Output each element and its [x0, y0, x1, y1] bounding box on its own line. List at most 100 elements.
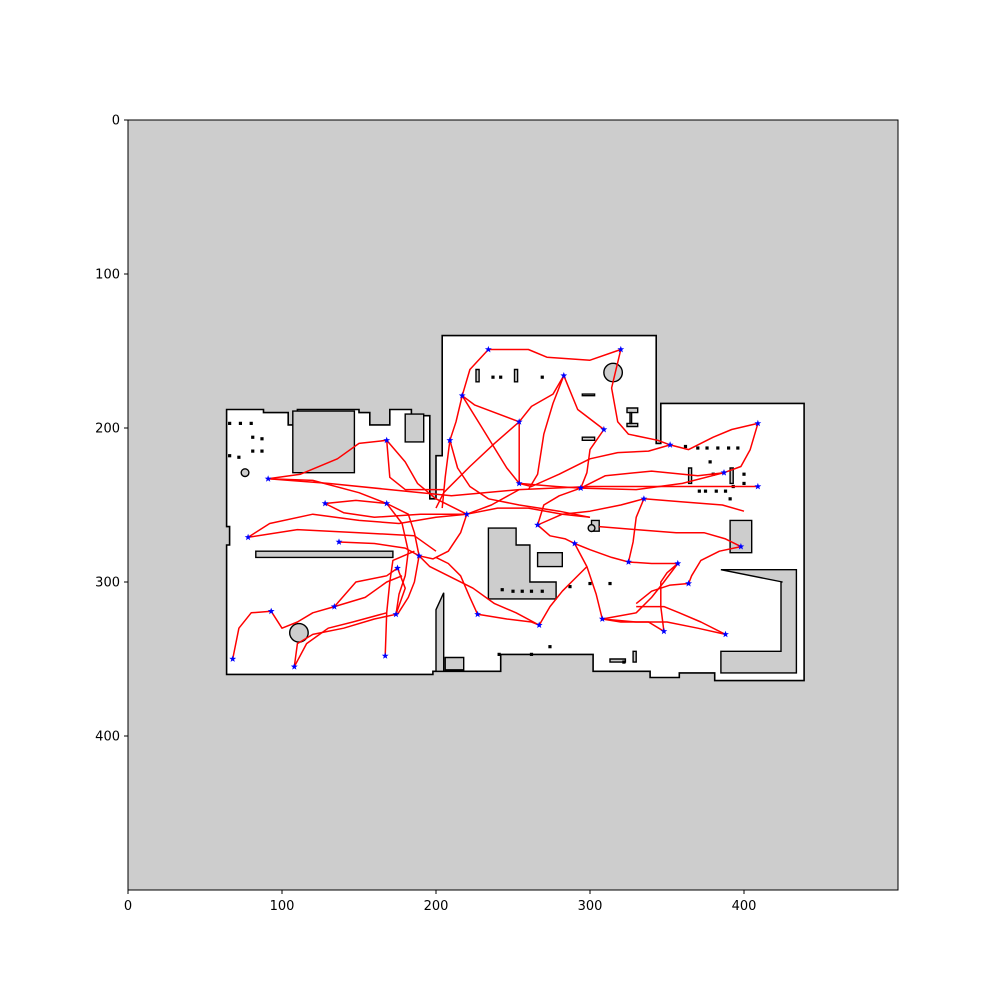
waypoint-21 — [335, 538, 343, 545]
wall-speck-18 — [529, 652, 534, 656]
wall-speck-13 — [511, 589, 515, 593]
obstacle-13 — [626, 422, 639, 428]
path-13 — [268, 478, 387, 505]
waypoint-16 — [383, 499, 391, 507]
obstacle-18 — [729, 467, 734, 485]
wall-speck-31 — [742, 472, 746, 476]
x-tick-label: 0 — [124, 899, 132, 914]
wall-speck-10 — [499, 375, 503, 379]
path-28 — [466, 488, 520, 515]
waypoint-5 — [754, 419, 762, 427]
path-4 — [610, 349, 671, 446]
path-36 — [573, 543, 604, 620]
path-61 — [386, 439, 468, 515]
waypoint-33 — [598, 615, 606, 622]
plot-frame — [127, 119, 899, 891]
waypoint-6 — [383, 436, 391, 444]
waypoint-22 — [571, 539, 578, 547]
wall-speck-8 — [237, 455, 241, 459]
wall-speck-24 — [696, 446, 700, 450]
path-22 — [324, 502, 467, 519]
path-15 — [723, 423, 759, 474]
x-tick-label: 400 — [732, 899, 757, 914]
waypoint-31 — [392, 610, 400, 618]
obstacle-17 — [687, 467, 693, 485]
path-35 — [574, 542, 629, 563]
waypoint-25 — [394, 564, 401, 572]
waypoint-9 — [666, 441, 674, 448]
path-46 — [386, 503, 410, 615]
waypoint-26 — [625, 558, 632, 565]
obstacle-1 — [404, 413, 425, 443]
path-layer — [231, 348, 759, 668]
obstacle-3 — [255, 550, 394, 559]
waypoint-8 — [600, 425, 608, 433]
waypoint-17 — [640, 495, 648, 502]
path-52 — [293, 612, 387, 668]
wall-speck-23 — [683, 444, 688, 449]
path-37 — [599, 525, 742, 548]
waypoint-29 — [267, 607, 275, 615]
obstacle-10 — [581, 393, 596, 397]
waypoint-11 — [720, 469, 728, 476]
path-54 — [435, 556, 479, 615]
waypoint-1 — [617, 345, 625, 353]
round-obstacle-2 — [240, 468, 250, 478]
wall-speck-28 — [736, 446, 740, 450]
waypoint-28 — [685, 579, 692, 587]
path-10 — [267, 439, 387, 480]
path-45 — [395, 567, 406, 615]
wall-speck-7 — [228, 454, 232, 458]
path-33 — [537, 524, 575, 545]
waypoint-23 — [737, 543, 745, 550]
obstacle-20 — [632, 650, 637, 663]
wall-speck-11 — [540, 375, 544, 379]
y-tick-label: 100 — [95, 268, 120, 283]
path-2 — [518, 375, 565, 423]
y-tick-label: 300 — [95, 576, 120, 591]
wall-speck-32 — [742, 481, 746, 486]
wall-speck-1 — [238, 421, 243, 425]
wall-speck-35 — [714, 489, 718, 493]
wall-speck-19 — [548, 645, 552, 649]
waypoint-7 — [446, 436, 454, 444]
y-tick-label: 200 — [95, 422, 120, 437]
wall-speck-5 — [251, 449, 255, 453]
path-49 — [231, 610, 272, 660]
path-21 — [325, 499, 387, 505]
obstacle-11 — [581, 436, 596, 441]
wall-speck-16 — [540, 589, 544, 593]
path-20 — [519, 444, 671, 488]
path-32 — [643, 498, 745, 512]
wall-speck-6 — [260, 449, 264, 453]
wall-speck-26 — [716, 446, 720, 450]
wall-speck-4 — [260, 437, 264, 441]
path-58 — [538, 566, 588, 626]
path-43 — [396, 555, 420, 615]
path-6 — [461, 395, 520, 484]
waypoint-10 — [264, 475, 272, 482]
waypoint-35 — [535, 621, 543, 628]
path-29 — [418, 513, 468, 560]
path-44 — [333, 567, 398, 608]
obstacle-16 — [513, 368, 519, 383]
path-39 — [628, 561, 678, 565]
y-tick-label: 0 — [112, 114, 120, 129]
waypoint-2 — [560, 372, 568, 379]
x-tick-label: 100 — [270, 899, 295, 914]
waypoint-3 — [458, 392, 466, 399]
path-42 — [418, 555, 540, 626]
wall-speck-33 — [697, 489, 701, 493]
path-53 — [477, 613, 540, 626]
axes-frame — [127, 119, 899, 891]
round-obstacle-3 — [587, 524, 596, 533]
waypoint-36 — [722, 630, 729, 638]
obstacle-15 — [475, 368, 480, 383]
path-51 — [384, 550, 415, 656]
waypoint-20 — [244, 533, 252, 541]
path-3 — [563, 375, 605, 431]
path-47 — [270, 605, 335, 629]
obstacle-6 — [435, 592, 445, 672]
waypoint-14 — [754, 482, 762, 490]
wall-speck-36 — [723, 489, 728, 493]
